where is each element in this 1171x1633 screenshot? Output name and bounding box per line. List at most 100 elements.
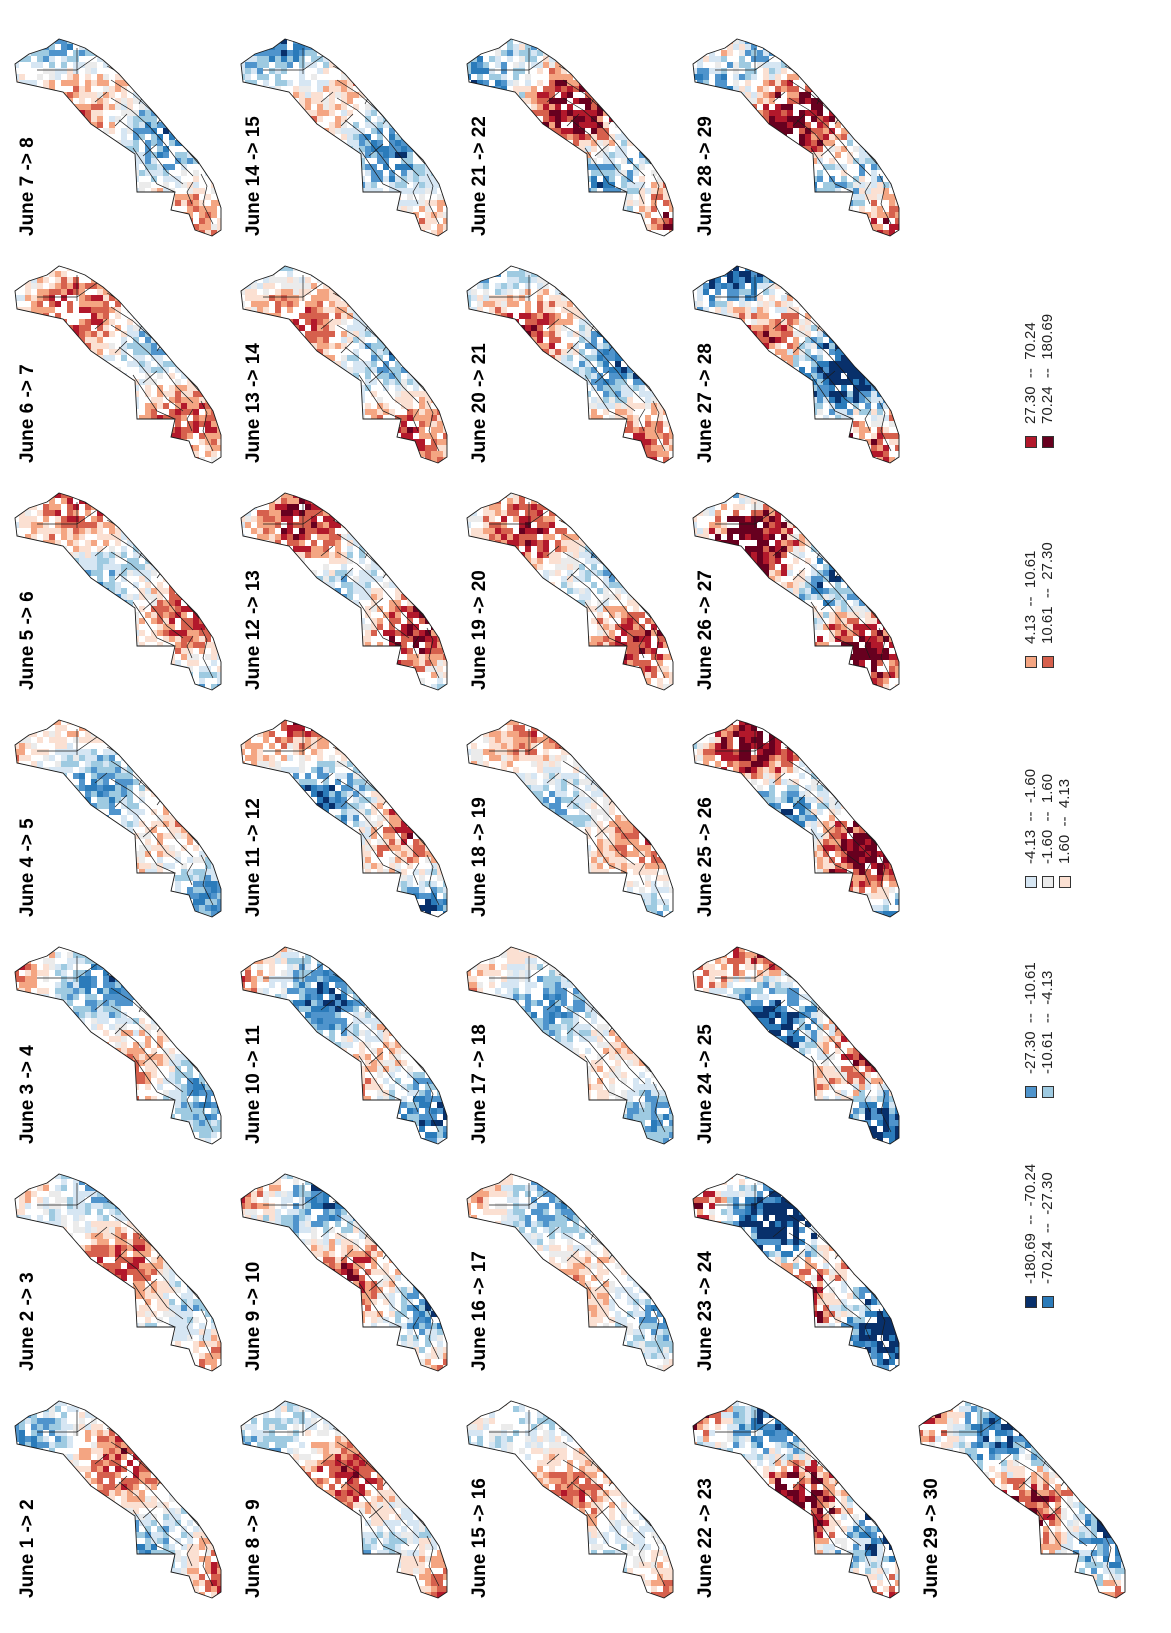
raster-cell [85, 1496, 91, 1502]
raster-cell [175, 427, 181, 433]
raster-cell [73, 1036, 79, 1042]
raster-cell [145, 1024, 151, 1030]
raster-cell [97, 1209, 103, 1215]
raster-cell [199, 397, 205, 403]
raster-cell [91, 869, 97, 875]
raster-cell [109, 851, 115, 857]
raster-cell [181, 1138, 187, 1144]
raster-cell [115, 1233, 121, 1239]
raster-cell [67, 797, 73, 803]
raster-cell [121, 720, 127, 725]
raster-cell [157, 875, 163, 881]
raster-cell [217, 815, 221, 821]
raster-cell [43, 1096, 49, 1102]
raster-cell [139, 964, 145, 970]
raster-cell [151, 1209, 157, 1215]
raster-cell [61, 1257, 67, 1263]
raster-cell [73, 1544, 79, 1550]
raster-cell [217, 642, 221, 648]
raster-cell [49, 618, 55, 624]
raster-cell [15, 803, 19, 809]
raster-cell [139, 761, 145, 767]
raster-cell [19, 493, 25, 498]
raster-cell [163, 1329, 169, 1335]
raster-cell [163, 749, 169, 755]
raster-cell [187, 988, 193, 994]
raster-cell [139, 863, 145, 869]
raster-cell [121, 415, 127, 421]
raster-cell [169, 958, 175, 964]
raster-cell [103, 1174, 109, 1179]
raster-cell [91, 1335, 97, 1341]
raster-cell [157, 821, 163, 827]
raster-cell [181, 720, 187, 725]
raster-cell [211, 875, 217, 881]
raster-cell [151, 1568, 157, 1574]
raster-cell [199, 976, 205, 982]
raster-cell [181, 779, 187, 785]
raster-cell [169, 947, 175, 952]
raster-cell [139, 797, 145, 803]
district-boundary [114, 1248, 128, 1262]
raster-cell [79, 982, 85, 988]
raster-cell [151, 1167, 157, 1173]
raster-cell [49, 1000, 55, 1006]
raster-cell [145, 1275, 151, 1281]
raster-cell [109, 1138, 115, 1144]
raster-cell [115, 1412, 121, 1418]
raster-cell [199, 558, 205, 564]
raster-cell [121, 594, 127, 600]
raster-cell [157, 1538, 163, 1544]
raster-cell [133, 1394, 139, 1400]
raster-cell [193, 1574, 199, 1580]
raster-cell [139, 1586, 145, 1592]
raster-cell [151, 911, 157, 917]
raster-cell [109, 1490, 115, 1496]
raster-cell [55, 600, 61, 606]
raster-cell [79, 397, 85, 403]
raster-cell [25, 1179, 31, 1185]
raster-cell [73, 1365, 79, 1371]
raster-cell [67, 1072, 73, 1078]
raster-cell [163, 457, 169, 463]
raster-cell [61, 1042, 67, 1048]
raster-cell [193, 1251, 199, 1257]
raster-cell [79, 1514, 85, 1520]
raster-cell [31, 1030, 37, 1036]
raster-cell [61, 1078, 67, 1084]
raster-cell [43, 433, 49, 439]
raster-cell [145, 385, 151, 391]
raster-cell [127, 1209, 133, 1215]
raster-cell [19, 1251, 25, 1257]
raster-cell [67, 498, 73, 504]
raster-cell [37, 1257, 43, 1263]
raster-cell [109, 994, 115, 1000]
raster-cell [19, 1012, 25, 1018]
raster-cell [43, 552, 49, 558]
raster-cell [31, 952, 37, 958]
raster-cell [67, 988, 73, 994]
raster-cell [49, 1030, 55, 1036]
raster-cell [31, 558, 37, 564]
raster-cell [103, 552, 109, 558]
raster-cell [163, 887, 169, 893]
raster-cell [217, 970, 221, 976]
raster-cell [91, 1174, 97, 1179]
raster-cell [163, 516, 169, 522]
raster-cell [61, 427, 67, 433]
raster-cell [217, 528, 221, 534]
raster-cell [19, 540, 25, 546]
district-boundary [142, 1051, 158, 1065]
raster-cell [97, 1353, 103, 1359]
raster-cell [151, 1478, 157, 1484]
raster-cell [67, 1042, 73, 1048]
raster-cell [115, 970, 121, 976]
raster-cell [55, 618, 61, 624]
raster-cell [187, 510, 193, 516]
raster-cell [139, 1418, 145, 1424]
raster-cell [193, 642, 199, 648]
raster-cell [109, 720, 115, 725]
raster-cell [61, 451, 67, 457]
raster-cell [169, 1221, 175, 1227]
raster-cell [79, 385, 85, 391]
